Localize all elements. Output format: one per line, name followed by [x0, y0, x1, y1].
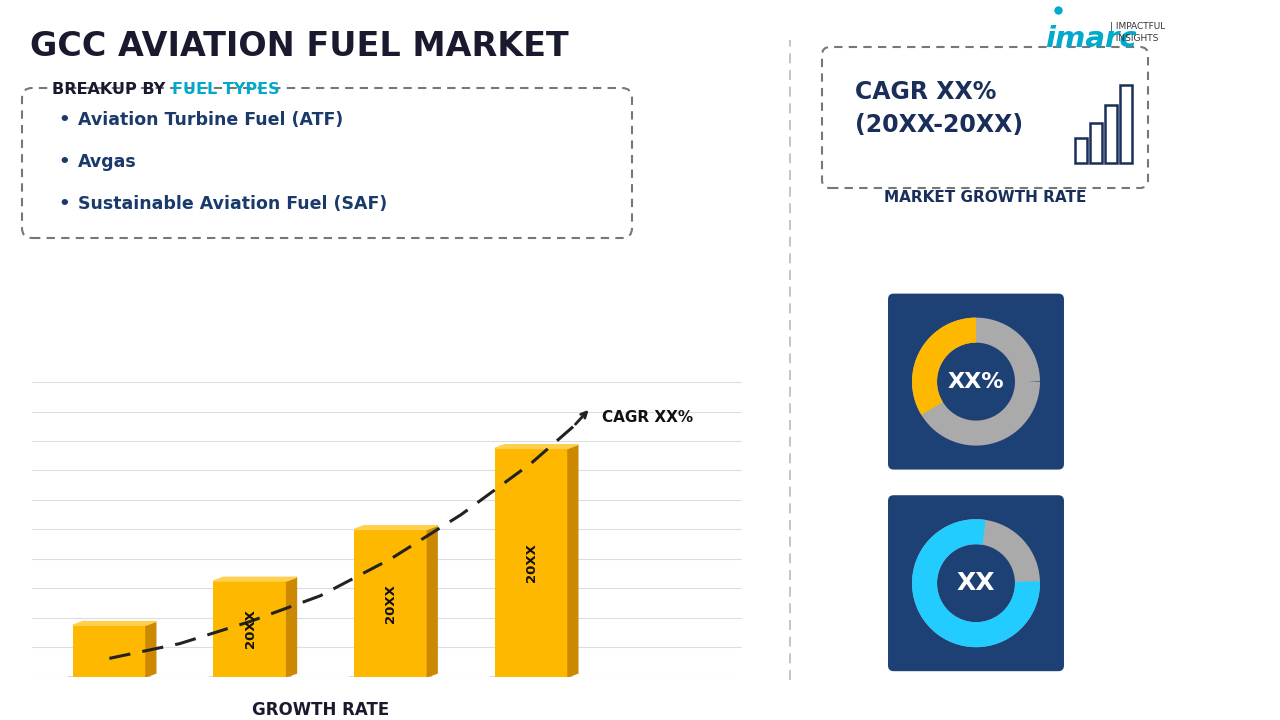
Polygon shape	[146, 621, 156, 677]
Bar	[1075, 138, 1087, 163]
Text: FUEL TYPES: FUEL TYPES	[172, 82, 279, 97]
FancyBboxPatch shape	[22, 88, 632, 238]
Polygon shape	[428, 526, 438, 677]
Polygon shape	[355, 526, 438, 529]
Text: 20XX: 20XX	[384, 584, 397, 623]
Text: HIGHEST CAGR: HIGHEST CAGR	[922, 372, 1048, 387]
Text: •: •	[58, 153, 69, 171]
Text: | IMPACTFUL
  INSIGHTS: | IMPACTFUL INSIGHTS	[1110, 22, 1165, 42]
Text: XX: XX	[956, 571, 996, 595]
Text: CAGR XX%: CAGR XX%	[855, 80, 996, 104]
Bar	[209, 676, 292, 678]
FancyBboxPatch shape	[888, 294, 1064, 469]
Polygon shape	[495, 445, 577, 449]
Bar	[495, 449, 568, 677]
Text: MARKET GROWTH RATE: MARKET GROWTH RATE	[883, 190, 1087, 205]
Bar	[68, 676, 151, 678]
Text: 20XX: 20XX	[525, 543, 538, 582]
Polygon shape	[287, 577, 297, 677]
Text: Aviation Turbine Fuel (ATF): Aviation Turbine Fuel (ATF)	[78, 111, 343, 129]
Polygon shape	[73, 621, 156, 625]
Bar	[73, 625, 146, 677]
Text: GROWTH RATE: GROWTH RATE	[252, 701, 389, 719]
Text: 20XX: 20XX	[243, 609, 256, 648]
Text: XX%: XX%	[947, 372, 1005, 392]
Polygon shape	[214, 577, 297, 581]
Polygon shape	[568, 445, 577, 677]
Text: imarc: imarc	[1044, 25, 1137, 53]
Text: Avgas: Avgas	[78, 153, 137, 171]
Text: •: •	[58, 195, 69, 213]
Bar	[349, 676, 433, 678]
FancyBboxPatch shape	[822, 47, 1148, 188]
Bar	[1105, 105, 1117, 163]
Bar	[355, 529, 428, 677]
Text: GCC AVIATION FUEL MARKET: GCC AVIATION FUEL MARKET	[29, 30, 568, 63]
Text: BREAKUP BY: BREAKUP BY	[52, 82, 170, 97]
Bar	[1091, 123, 1102, 163]
Bar	[490, 676, 573, 678]
Bar	[214, 581, 287, 677]
Text: LARGEST MARKET: LARGEST MARKET	[908, 625, 1062, 640]
Text: (20XX-20XX): (20XX-20XX)	[855, 113, 1023, 137]
Bar	[1120, 85, 1132, 163]
Text: Sustainable Aviation Fuel (SAF): Sustainable Aviation Fuel (SAF)	[78, 195, 388, 213]
Text: CAGR XX%: CAGR XX%	[602, 410, 692, 425]
Text: •: •	[58, 111, 69, 129]
FancyBboxPatch shape	[888, 495, 1064, 671]
